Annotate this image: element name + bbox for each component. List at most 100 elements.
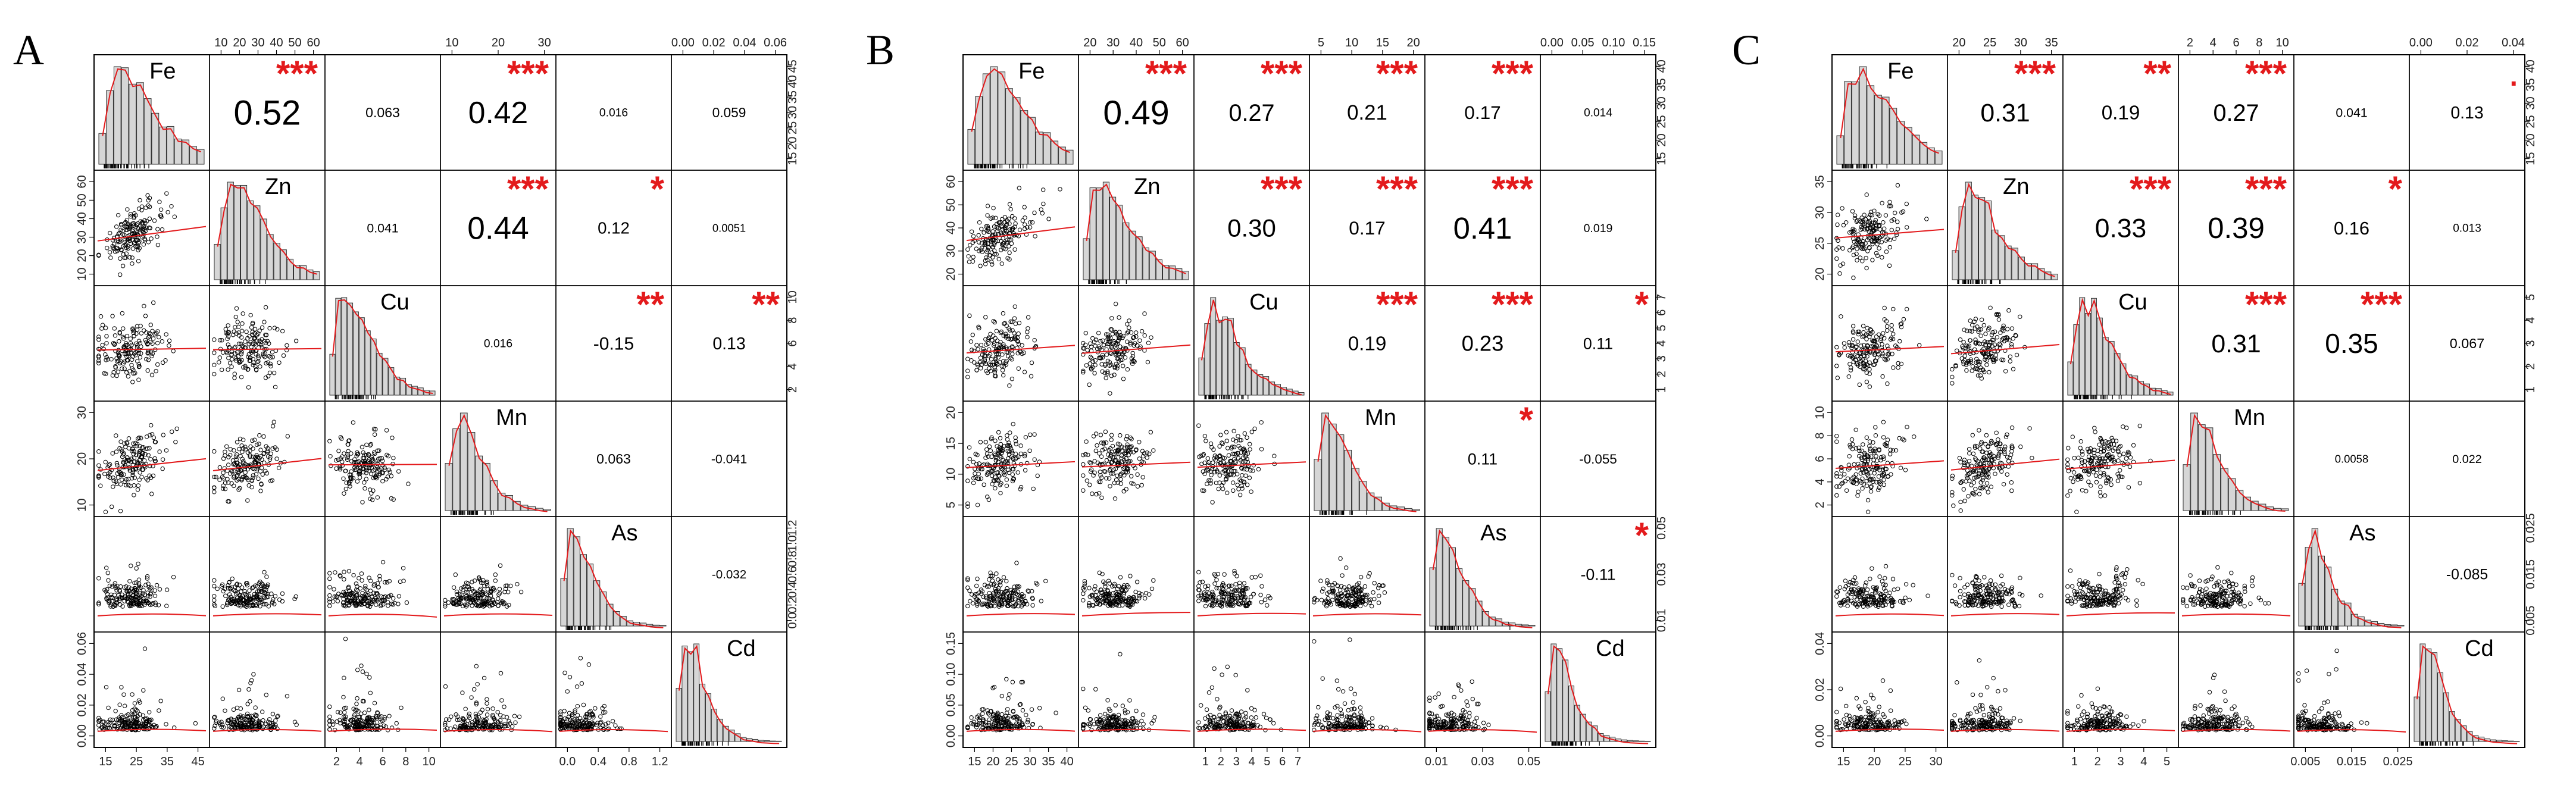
scatter-point	[1026, 326, 1030, 331]
scatter-point	[164, 587, 170, 592]
scatter-point	[135, 487, 140, 492]
scatter-point	[228, 453, 233, 458]
cell-0-0: Fe	[93, 54, 210, 171]
scatter-point	[258, 589, 264, 595]
scatter-point	[123, 242, 129, 247]
scatter-point	[292, 596, 297, 602]
scatter-point	[983, 315, 988, 320]
scatter-point	[574, 684, 580, 689]
scatter-point	[120, 604, 125, 609]
scatter-point	[251, 603, 255, 608]
scatter-point	[1024, 712, 1028, 718]
scatter-point	[130, 229, 135, 233]
scatter-point	[117, 470, 122, 474]
scatter-point	[364, 671, 369, 677]
scatter-point	[155, 234, 160, 239]
cell-2-4: 0.23***	[1424, 284, 1541, 402]
scatter-point	[133, 350, 138, 355]
scatter-point	[1145, 450, 1149, 455]
scatter-point	[235, 581, 240, 586]
smooth-line	[1197, 612, 1306, 617]
scatter-point	[1226, 587, 1231, 593]
scatter-point	[132, 333, 136, 339]
scatter-point	[1023, 468, 1028, 473]
scatter-point	[364, 442, 369, 448]
tick-label: 20	[76, 249, 89, 262]
scatter-point	[264, 361, 268, 366]
scatter-point	[131, 330, 136, 335]
scatter-point	[1217, 473, 1223, 478]
scatter-point	[124, 589, 129, 594]
tick-label: 2	[333, 755, 340, 768]
scatter-point	[965, 478, 970, 483]
scatter-point	[352, 465, 357, 470]
scatter-point	[125, 225, 130, 230]
scatter-point	[985, 495, 990, 499]
significance-stars: ***	[507, 169, 549, 209]
left-axis-5: 0.000.020.040.06	[76, 632, 94, 747]
scatter-point	[154, 368, 158, 374]
scatter-point	[1139, 483, 1145, 487]
correlation-value: 0.11	[1468, 450, 1498, 468]
scatter-point	[334, 458, 339, 463]
scatter-point	[357, 475, 362, 480]
scatter-point	[149, 602, 154, 606]
scatter-point	[1249, 575, 1254, 580]
cell-border	[962, 400, 1079, 517]
scatter-point	[1020, 343, 1024, 348]
scatter-point	[498, 563, 503, 568]
scatter-point	[225, 331, 230, 336]
scatter-point	[1092, 459, 1097, 464]
scatter-point	[273, 384, 278, 390]
hist-bar	[998, 71, 1006, 165]
scatter-point	[988, 448, 993, 453]
scatter-point	[1109, 351, 1114, 356]
scatter-point	[477, 577, 483, 582]
scatter-point	[443, 604, 448, 609]
scatter-point	[281, 353, 286, 358]
scatter-point	[226, 355, 231, 361]
scatter-point	[367, 601, 371, 606]
scatter-point	[1022, 370, 1027, 374]
tick-label: 0.4	[786, 581, 799, 598]
hist-bar	[475, 455, 483, 511]
scatter-point	[340, 463, 345, 468]
scatter-point	[1037, 706, 1042, 711]
scatter-point	[368, 589, 373, 593]
hist-bar	[699, 683, 705, 742]
scatter-point	[1214, 577, 1219, 582]
hist-bar	[593, 580, 601, 627]
tick-label: 45	[191, 755, 204, 768]
scatter-point	[124, 370, 129, 375]
scatter-point	[148, 457, 153, 462]
cell-2-2: Cu	[1193, 285, 1310, 402]
scatter-point	[104, 597, 110, 602]
scatter-point	[517, 714, 522, 719]
scatter-point	[353, 603, 358, 608]
cell-2-4: -0.15**	[555, 284, 672, 402]
scatter-point	[1220, 440, 1224, 445]
scatter-point	[115, 584, 120, 589]
hist-bar	[347, 302, 354, 396]
scatter-point	[224, 444, 229, 449]
scatter-point	[127, 579, 132, 584]
scatter-point	[1362, 584, 1368, 589]
scatter-point	[967, 445, 972, 450]
scatter-point	[1081, 686, 1086, 692]
scatter-point	[355, 668, 360, 672]
scatter-point	[141, 588, 146, 593]
scatter-point	[977, 326, 981, 331]
scatter-point	[120, 477, 124, 482]
scatter-point	[234, 592, 239, 596]
scatter-point	[1004, 578, 1009, 584]
scatter-point	[1203, 439, 1208, 443]
scatter-point	[1033, 234, 1037, 239]
scatter-point	[115, 475, 121, 480]
scatter-point	[1012, 247, 1017, 252]
hist-bar	[580, 554, 587, 627]
scatter-point	[1239, 483, 1244, 489]
cell-border	[1078, 400, 1195, 517]
scatter-point	[342, 570, 346, 574]
tick-label: 0.0	[559, 755, 576, 768]
cell-4-0	[93, 516, 210, 633]
